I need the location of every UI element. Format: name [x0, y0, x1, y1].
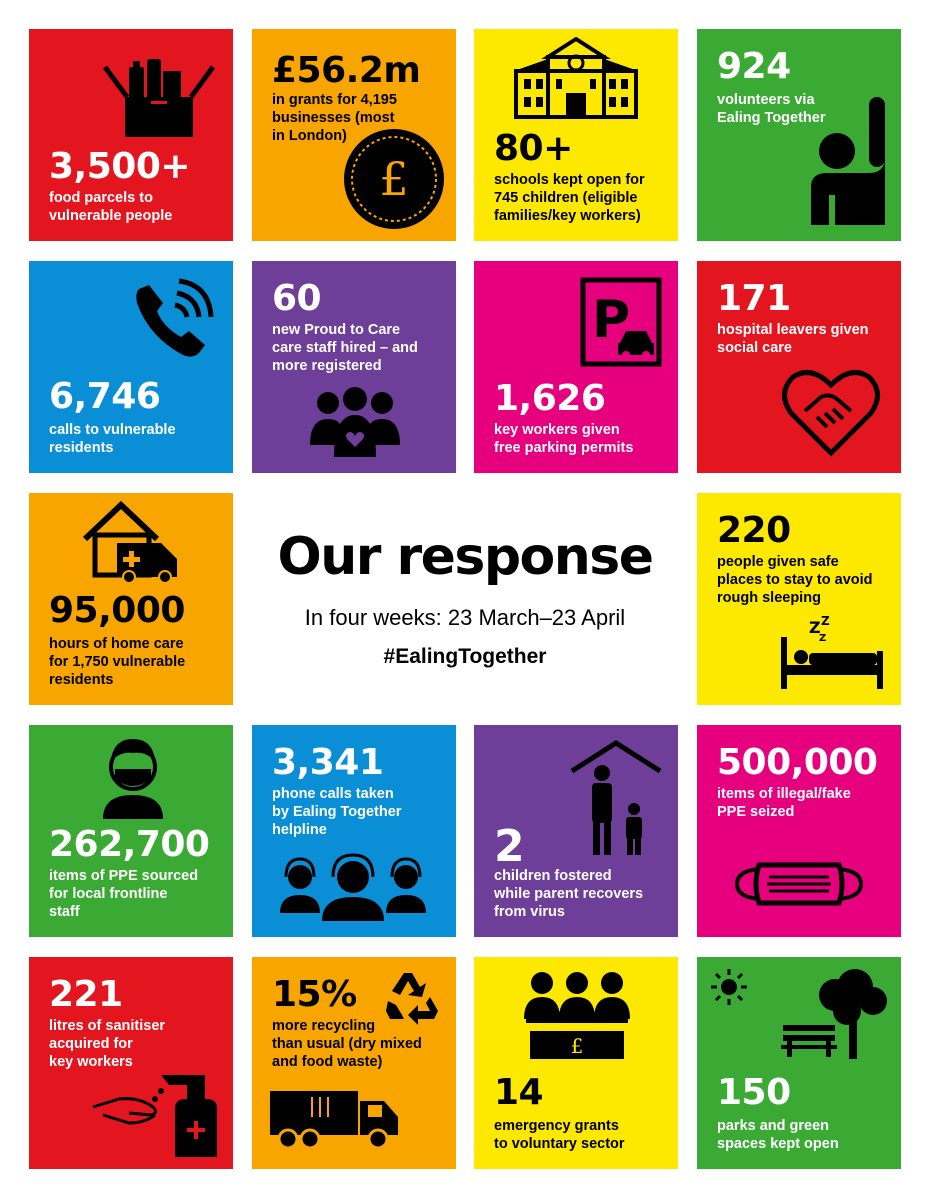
school-icon: [514, 37, 638, 119]
svg-text:Z: Z: [819, 633, 826, 644]
food-box-icon: [102, 59, 216, 137]
stat-description: parks and green spaces kept open: [717, 1118, 839, 1152]
recycling-truck-icon: [270, 1091, 398, 1150]
stat-number: 221: [49, 974, 123, 1015]
family-house-icon: [570, 740, 662, 855]
face-mask-icon: [734, 862, 864, 906]
tile-sanitiser: 221 litres of sanitiser acquired for key…: [29, 957, 233, 1169]
sanitiser-icon: [92, 1075, 217, 1157]
tile-schools: 80+ schools kept open for 745 children (…: [474, 29, 678, 241]
stat-number: 60: [272, 278, 322, 319]
stat-description: schools kept open for 745 children (elig…: [494, 172, 645, 224]
tile-parks: 150 parks and green spaces kept open: [697, 957, 901, 1169]
phone-icon: [136, 278, 214, 357]
stat-number: 500,000: [717, 742, 878, 783]
stat-number: 3,500+: [49, 146, 191, 187]
tile-parking: P 1,626 key workers given free parking p…: [474, 261, 678, 473]
stat-description: people given safe places to stay to avoi…: [717, 554, 873, 606]
stat-description: food parcels to vulnerable people: [49, 190, 173, 224]
tile-ppe-sourced: 262,700 items of PPE sourced for local f…: [29, 725, 233, 937]
svg-text:£: £: [379, 152, 408, 206]
page-subtitle: In four weeks: 23 March–23 April: [304, 605, 626, 630]
headset-group-icon: [280, 853, 426, 921]
pound-coin-icon: £: [344, 129, 444, 229]
tile-rough-sleeping: 220 people given safe places to stay to …: [697, 493, 901, 705]
tile-recycling: 15% more recycling than usual (dry mixed…: [252, 957, 456, 1169]
stat-description: more recycling than usual (dry mixed and…: [272, 1018, 422, 1070]
parking-icon: P: [580, 277, 662, 367]
tile-food-parcels: 3,500+ food parcels to vulnerable people: [29, 29, 233, 241]
stat-number: 6,746: [49, 376, 161, 417]
stat-description: items of illegal/fake PPE seized: [717, 786, 851, 820]
stat-description: litres of sanitiser acquired for key wor…: [49, 1018, 166, 1070]
stat-number: 220: [717, 510, 791, 551]
raised-hand-icon: [811, 97, 885, 225]
tile-hospital-leavers: 171 hospital leavers given social care: [697, 261, 901, 473]
stat-number: £56.2m: [272, 50, 421, 91]
svg-text:Z: Z: [809, 618, 821, 637]
tile-business-grants: £56.2m in grants for 4,195 businesses (m…: [252, 29, 456, 241]
stat-number: 150: [717, 1072, 791, 1113]
tile-volunteers: 924 volunteers via Ealing Together: [697, 29, 901, 241]
stat-number: 3,341: [272, 742, 384, 783]
stat-description: emergency grants to voluntary sector: [494, 1118, 625, 1152]
stat-description: volunteers via Ealing Together: [717, 92, 826, 126]
masked-person-icon: [103, 739, 163, 819]
stat-number: 95,000: [49, 590, 185, 631]
care-group-icon: [310, 387, 400, 457]
stat-description: new Proud to Care care staff hired – and…: [272, 322, 418, 374]
stat-number: 80+: [494, 128, 573, 169]
stat-number: 2: [494, 821, 525, 872]
grant-desk-icon: £: [524, 972, 630, 1059]
house-ambulance-icon: [82, 500, 177, 584]
tile-care-staff: 60 new Proud to Care care staff hired – …: [252, 261, 456, 473]
stat-number: 1,626: [494, 378, 606, 419]
tile-fostered: 2 children fostered while parent recover…: [474, 725, 678, 937]
stat-description: hours of home care for 1,750 vulnerable …: [49, 636, 186, 688]
tile-helpline: 3,341 phone calls taken by Ealing Togeth…: [252, 725, 456, 937]
stat-description: key workers given free parking permits: [494, 422, 634, 456]
tile-home-care: 95,000 hours of home care for 1,750 vuln…: [29, 493, 233, 705]
tile-calls: 6,746 calls to vulnerable residents: [29, 261, 233, 473]
stat-description: phone calls taken by Ealing Together hel…: [272, 786, 402, 838]
stat-number: 171: [717, 278, 791, 319]
stat-description: items of PPE sourced for local frontline…: [49, 868, 199, 920]
stat-number: 262,700: [49, 824, 210, 865]
stat-description: children fostered while parent recovers …: [494, 868, 644, 920]
title-block: Our response In four weeks: 23 March–23 …: [252, 493, 678, 705]
hashtag: #EalingTogether: [383, 645, 547, 668]
park-icon: [711, 969, 887, 1059]
stat-description: hospital leavers given social care: [717, 322, 869, 356]
bed-icon: Z Z Z: [781, 614, 883, 689]
stat-number: 14: [494, 1072, 544, 1113]
recycle-icon: [386, 973, 438, 1025]
stat-number: 15%: [272, 974, 357, 1015]
stat-description: calls to vulnerable residents: [49, 422, 176, 456]
svg-text:£: £: [571, 1034, 584, 1058]
tile-fake-ppe: 500,000 items of illegal/fake PPE seized: [697, 725, 901, 937]
stat-number: 924: [717, 46, 791, 87]
stat-description: in grants for 4,195 businesses (most in …: [272, 92, 397, 144]
tile-emergency-grants: £ 14 emergency grants to voluntary secto…: [474, 957, 678, 1169]
svg-text:Z: Z: [821, 614, 830, 628]
heart-hands-icon: [782, 370, 880, 457]
page-title: Our response: [277, 527, 654, 587]
